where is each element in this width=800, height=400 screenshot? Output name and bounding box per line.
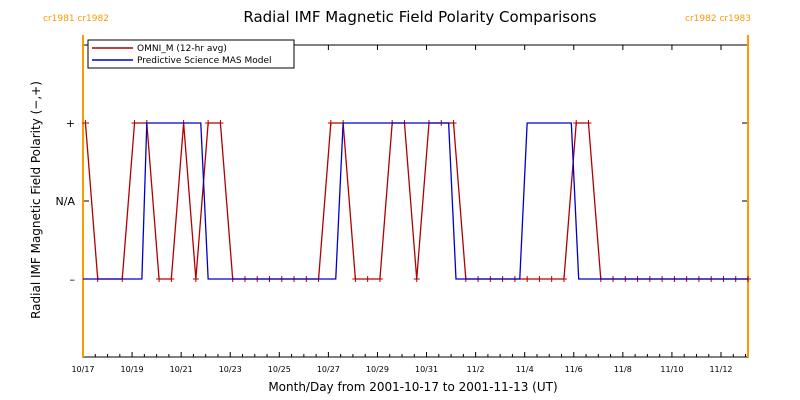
- data-point-marker: [156, 276, 163, 282]
- x-tick-label: 10/17: [71, 365, 94, 374]
- y-axis-label: Radial IMF Magnetic Field Polarity (−,+): [29, 81, 43, 319]
- plot-frame: [82, 44, 749, 358]
- legend: OMNI_M (12-hr avg) Predictive Science MA…: [87, 39, 295, 69]
- data-point-marker: [364, 276, 371, 282]
- x-tick-label: 10/19: [121, 365, 144, 374]
- legend-label-omni: OMNI_M (12-hr avg): [137, 44, 227, 54]
- data-point-marker: [548, 276, 555, 282]
- data-point-marker: [192, 276, 199, 282]
- data-point-marker: [217, 120, 224, 126]
- x-tick-label: 11/2: [467, 365, 485, 374]
- data-point-marker: [536, 276, 543, 282]
- data-point-marker: [168, 276, 175, 282]
- x-tick-label: 11/10: [660, 365, 683, 374]
- carrington-label: cr1981 cr1982: [43, 14, 109, 24]
- legend-label-mas: Predictive Science MAS Model: [137, 56, 272, 66]
- x-tick-label: 10/21: [170, 365, 193, 374]
- data-point-marker: [413, 276, 420, 282]
- x-tick-label: 11/4: [516, 365, 534, 374]
- data-point-marker: [573, 120, 580, 126]
- x-tick-label: 11/8: [614, 365, 632, 374]
- chart-title: Radial IMF Magnetic Field Polarity Compa…: [243, 8, 596, 26]
- x-tick-label: 11/12: [709, 365, 732, 374]
- data-point-marker: [560, 276, 567, 282]
- x-tick-label: 10/25: [268, 365, 291, 374]
- data-point-marker: [352, 276, 359, 282]
- carrington-label: cr1982 cr1983: [685, 14, 751, 24]
- data-point-marker: [82, 120, 89, 126]
- series-line-mas: [83, 122, 748, 280]
- data-point-marker: [327, 120, 334, 126]
- data-point-marker: [131, 120, 138, 126]
- legend-box: [87, 39, 295, 69]
- data-point-marker: [450, 120, 457, 126]
- data-point-marker: [376, 276, 383, 282]
- x-axis-label: Month/Day from 2001-10-17 to 2001-11-13 …: [268, 380, 557, 394]
- x-tick-label: 10/27: [317, 365, 340, 374]
- x-tick-label: 10/23: [219, 365, 242, 374]
- series-layer: [82, 120, 751, 282]
- y-tick-label: –: [70, 273, 76, 286]
- carrington-markers: cr1981 cr1982 cr1982 cr1983: [43, 14, 751, 357]
- data-point-marker: [585, 120, 592, 126]
- x-tick-label: 10/31: [415, 365, 438, 374]
- y-axis: + N/A –: [56, 44, 748, 358]
- x-axis: 10/17 10/19 10/21 10/23 10/25 10/27 10/29 10/31…: [71, 45, 747, 374]
- data-point-marker: [205, 120, 212, 126]
- y-tick-label: +: [66, 117, 75, 130]
- series-line-omni: [84, 122, 748, 280]
- data-point-marker: [524, 276, 531, 282]
- x-tick-label: 10/29: [366, 365, 389, 374]
- x-tick-label: 11/6: [565, 365, 583, 374]
- y-tick-label: N/A: [56, 195, 76, 208]
